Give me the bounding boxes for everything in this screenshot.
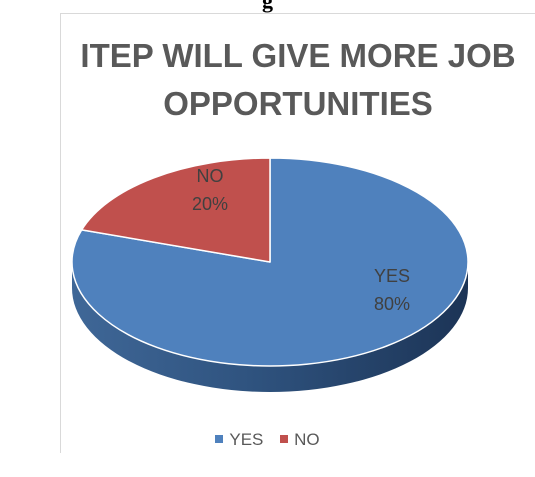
pie-slices: [71, 157, 469, 392]
data-label-yes: YES 80%: [374, 266, 410, 314]
pie-side-yes: [72, 262, 468, 392]
legend-label-no: NO: [294, 430, 320, 449]
pie-data-labels: YES 80% NO 20%: [192, 166, 410, 314]
legend-swatch-no: [280, 434, 289, 443]
chart-frame: [60, 13, 535, 453]
data-label-no: NO 20%: [192, 166, 228, 214]
chart-title-line-2: OPPORTUNITIES: [163, 85, 433, 122]
pie-slice-no: [80, 157, 271, 263]
legend-item-yes: YES: [215, 430, 263, 450]
legend-swatch-yes: [215, 434, 224, 443]
legend-item-no: NO: [280, 430, 320, 450]
chart-legend: YES NO: [0, 430, 535, 450]
chart-title: ITEP WILL GIVE MORE JOB OPPORTUNITIES: [60, 32, 535, 128]
chart-title-line-1: ITEP WILL GIVE MORE JOB: [80, 37, 516, 74]
partial-heading: g: [262, 0, 273, 13]
legend-label-yes: YES: [229, 430, 264, 449]
